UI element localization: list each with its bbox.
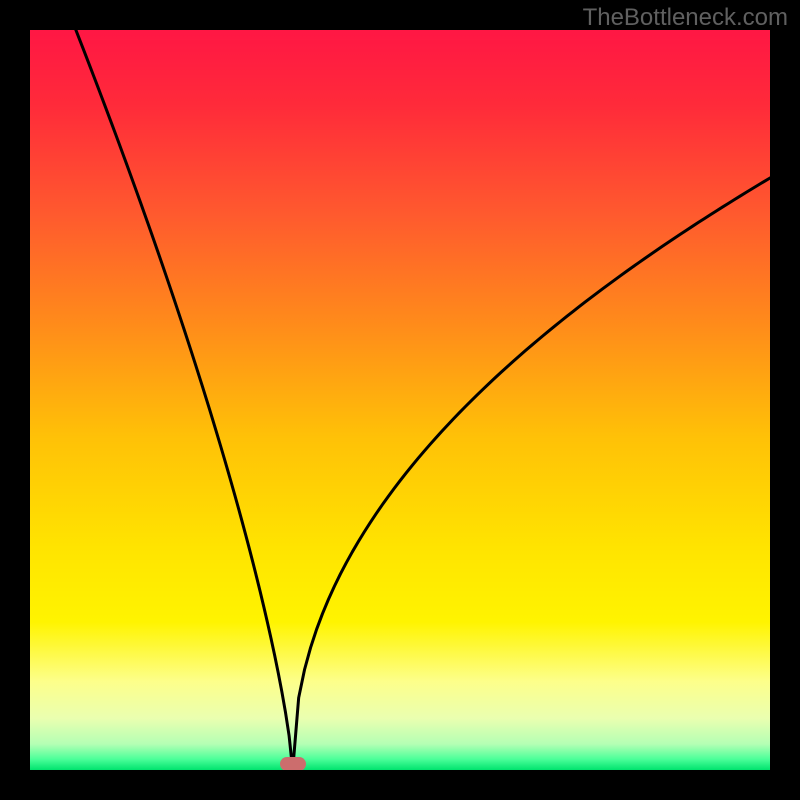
curve-path: [76, 30, 770, 770]
bottleneck-curve: [30, 30, 770, 770]
watermark-text: TheBottleneck.com: [583, 4, 788, 32]
plot-area: [30, 30, 770, 770]
bottleneck-marker: [280, 757, 306, 770]
